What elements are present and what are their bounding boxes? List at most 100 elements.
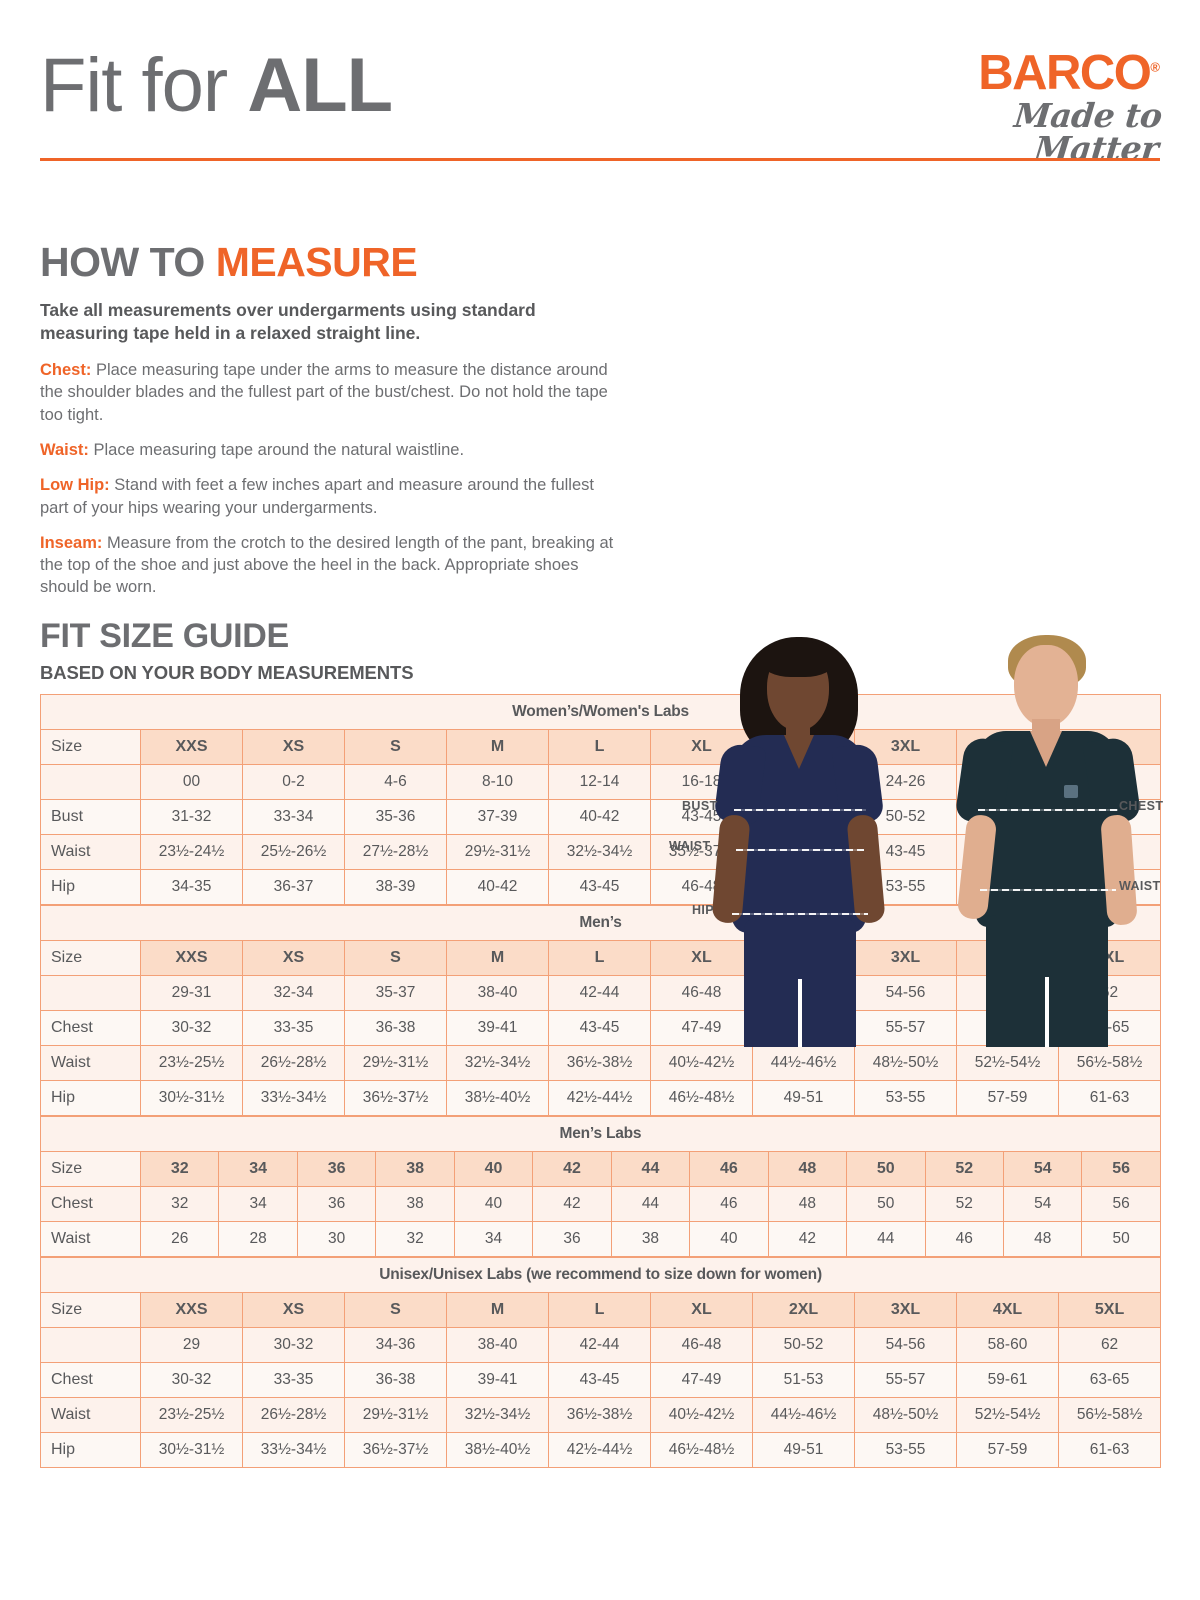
table-cell: 52½-54½	[956, 1396, 1059, 1433]
table-cell: 44½-46½	[752, 1044, 855, 1081]
brand-wordmark: BARCO®	[978, 49, 1160, 98]
table-cell: 53-55	[854, 1079, 957, 1116]
table-cell: 61-63	[1057, 1431, 1162, 1468]
table-cell: 5XL	[1057, 1291, 1162, 1328]
table-cell: 8-10	[446, 763, 549, 800]
table-cell: 32½-34½	[446, 1044, 549, 1081]
table-cell: 54	[1002, 1150, 1083, 1187]
table-cell: 33-34	[242, 798, 345, 835]
male-model	[938, 627, 1156, 1047]
table-cell: 33-35	[242, 1009, 345, 1046]
measure-item-waist: Waist: Place measuring tape around the n…	[40, 439, 620, 461]
table-cell: M	[446, 728, 549, 765]
table-cell: XL	[650, 939, 753, 976]
table-cell: 36	[296, 1150, 377, 1187]
table-cell: 26	[139, 1220, 220, 1257]
table-cell: 46	[924, 1220, 1004, 1257]
row-header-cell: Size	[40, 1150, 141, 1187]
table-cell: 37-39	[446, 798, 549, 835]
page-header: Fit for ALL BARCO® Made to Matter	[0, 0, 1200, 170]
table-cell: 32	[139, 1150, 220, 1187]
label-waist-female: WAIST	[669, 839, 711, 853]
row-header-cell	[40, 763, 141, 800]
measure-item-inseam-label: Inseam:	[40, 533, 103, 552]
male-right-arm	[1100, 814, 1138, 926]
table-cell: 44	[610, 1185, 691, 1222]
table-cell: XS	[242, 1291, 345, 1328]
table-cell: 36	[296, 1185, 377, 1222]
table-cell: L	[548, 728, 651, 765]
measure-item-chest-text: Place measuring tape under the arms to m…	[40, 361, 608, 424]
table-cell: 23½-25½	[140, 1044, 243, 1081]
table-cell: 54-56	[854, 1326, 957, 1363]
size-table-2: Men’s Labs Size 32 34 36 38 40 42 44 46 48 50 52 54 56…	[40, 1115, 1161, 1257]
table-cell: 48	[1002, 1220, 1083, 1257]
table-cell: 36-38	[344, 1009, 447, 1046]
table-cell: M	[446, 939, 549, 976]
table-row: Size 32 34 36 38 40 42 44 46 48 50 52 54 56	[40, 1150, 1161, 1187]
table-band-label: Men’s Labs	[40, 1115, 1161, 1152]
table-cell: 40-42	[548, 798, 651, 835]
table-cell: S	[344, 728, 447, 765]
table-cell: 34-35	[140, 868, 243, 905]
table-cell: 48½-50½	[854, 1396, 957, 1433]
table-cell: 42	[532, 1185, 612, 1222]
table-cell: 3XL	[854, 939, 957, 976]
table-cell: 36-37	[242, 868, 345, 905]
table-cell: 26½-28½	[242, 1396, 345, 1433]
table-cell: 29½-31½	[344, 1044, 447, 1081]
table-cell: 46½-48½	[650, 1431, 753, 1468]
table-cell: 33½-34½	[242, 1431, 345, 1468]
table-cell: 52	[924, 1185, 1004, 1222]
table-cell: 52½-54½	[956, 1044, 1059, 1081]
label-bust: BUST	[682, 799, 718, 813]
table-row: Hip 30½-31½ 33½-34½ 36½-37½ 38½-40½ 42½-44½ 46…	[40, 1431, 1162, 1468]
label-waist-male: WAIST	[1119, 879, 1161, 893]
row-header-cell: Chest	[40, 1185, 141, 1222]
table-cell: XXS	[140, 1291, 243, 1328]
table-cell: 4-6	[344, 763, 447, 800]
table-cell: 32½-34½	[548, 833, 651, 870]
table-cell: L	[548, 939, 651, 976]
table-cell: 53-55	[854, 1431, 957, 1468]
table-cell: 43-45	[548, 1361, 651, 1398]
measure-item-waist-text: Place measuring tape around the natural …	[93, 440, 465, 459]
row-header-cell: Size	[40, 728, 141, 765]
table-cell: 30-32	[242, 1326, 345, 1363]
table-row: 000-24-68-1012-1416-1820-2224-2628-3032-…	[40, 763, 1162, 800]
table-cell: 4XL	[956, 1291, 1059, 1328]
table-cell: 34	[218, 1150, 298, 1187]
table-cell: 40	[453, 1150, 534, 1187]
table-cell: 57-59	[956, 1079, 1059, 1116]
heading-accent: MEASURE	[215, 239, 418, 285]
heading-plain: HOW TO	[40, 239, 216, 285]
table-cell: 33-35	[242, 1361, 345, 1398]
table-cell: XL	[650, 1291, 753, 1328]
table-band-row: Men’s Labs	[40, 1115, 1161, 1152]
table-cell: 40-42	[446, 868, 549, 905]
table-cell: 57-59	[956, 1431, 1059, 1468]
table-cell: 63-65	[1057, 1361, 1162, 1398]
brand-tagline: Made to Matter	[1012, 95, 1164, 168]
row-header-cell: Chest	[40, 1009, 141, 1046]
table-cell: 12-14	[548, 763, 651, 800]
male-waist-line	[980, 889, 1116, 891]
row-header-cell: Waist	[40, 1396, 141, 1433]
table-cell: 55-57	[854, 1009, 957, 1046]
table-cell: 49-51	[752, 1431, 855, 1468]
size-table-3: Unisex/Unisex Labs (we recommend to size…	[39, 1256, 1162, 1468]
table-cell: 62	[1057, 1326, 1162, 1363]
table-cell: 48½-50½	[854, 1044, 957, 1081]
table-cell: 29-31	[140, 974, 243, 1011]
measure-intro: Take all measurements over undergarments…	[40, 300, 536, 344]
table-cell: 34	[453, 1220, 534, 1257]
table-cell: M	[446, 1291, 549, 1328]
table-row: Waist 23½-25½ 26½-28½ 29½-31½ 32½-34½ 36½-38½…	[40, 1396, 1162, 1433]
male-pants-split	[1045, 977, 1049, 1047]
table-cell: 30½-31½	[140, 1431, 243, 1468]
table-cell: 38-39	[344, 868, 447, 905]
table-cell: 31-32	[140, 798, 243, 835]
table-cell: 56	[1081, 1185, 1161, 1222]
page-title-light: Fit for	[40, 43, 248, 128]
